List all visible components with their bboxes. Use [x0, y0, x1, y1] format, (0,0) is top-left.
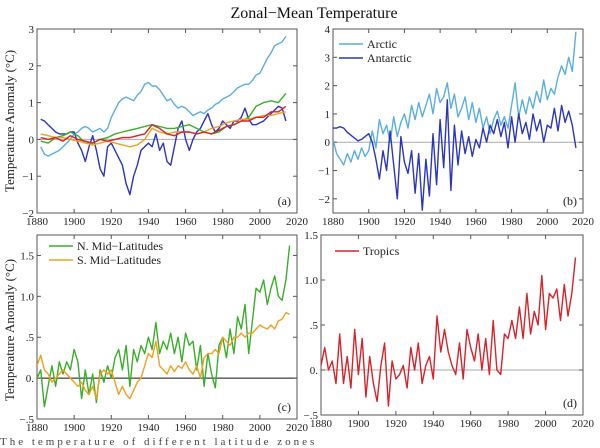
y-tick-label: −2: [318, 194, 330, 206]
y-tick-label: −1: [318, 166, 330, 178]
x-tick-label: 1920: [100, 422, 123, 434]
x-tick-label: 1920: [385, 418, 408, 430]
legend-label: N. Mid−Latitudes: [77, 239, 163, 253]
panel-b: 1880 1900 1920 1940 1960 1980 2000 2020 −2 −1 0 1 2 3…: [318, 24, 594, 228]
y-tick-label: 1.5: [304, 230, 318, 242]
panel-c: 1880 1900 1920 1940 1960 1980 2000 2020 −.5 0. .5 1…: [20, 234, 309, 434]
legend-label: Tropics: [363, 244, 400, 258]
y-tick-label: 1: [29, 98, 35, 110]
x-tick-label: 1960: [465, 216, 488, 228]
x-tick-label: 2020: [286, 422, 309, 434]
x-tick-label: 2000: [249, 422, 272, 434]
series-line-tropics: [40, 105, 287, 144]
series-line-antarctic: [333, 99, 577, 211]
x-tick-label: 1960: [460, 418, 483, 430]
plot-frame: [320, 234, 584, 416]
x-tick-label: 1980: [497, 418, 520, 430]
y-tick-label: 2: [325, 81, 331, 93]
y-tick-label: 4: [325, 24, 331, 36]
x-tick-label: 2020: [572, 418, 595, 430]
plot-frame: [332, 28, 584, 214]
legend-label: S. Mid−Latitudes: [77, 253, 161, 267]
x-tick-label: 1880: [26, 216, 49, 228]
y-tick-label: −.5: [304, 410, 319, 422]
panel-label: (d): [563, 396, 577, 410]
x-tick-label: 1940: [137, 422, 160, 434]
x-tick-label: 1900: [63, 216, 86, 228]
x-tick-label: 2020: [572, 216, 595, 228]
y-tick-label: 1: [325, 109, 331, 121]
panel-label: (b): [563, 194, 577, 208]
x-tick-label: 1980: [212, 422, 235, 434]
series-line-arctic: [333, 31, 577, 166]
x-tick-label: 1960: [175, 216, 198, 228]
legend-label: Arctic: [367, 37, 397, 51]
y-tick-label: 0: [29, 134, 35, 146]
caption-fragment: The temperature of different latitude zo…: [0, 436, 318, 448]
series-line-n-mid-latitudes: [37, 245, 291, 408]
x-tick-label: 2000: [249, 216, 272, 228]
series-line-arctic: [40, 36, 287, 157]
y-tick-label: 1.0: [304, 275, 318, 287]
x-tick-label: 2000: [535, 418, 558, 430]
y-tick-label: 0.: [26, 373, 35, 385]
x-tick-label: 1940: [429, 216, 452, 228]
series-line-s-mid-latitudes: [37, 312, 290, 400]
x-tick-label: 2020: [286, 216, 309, 228]
plot-frame: [36, 28, 298, 214]
x-tick-label: 1940: [422, 418, 445, 430]
y-tick-label: 3: [325, 52, 331, 64]
x-tick-label: 1920: [100, 216, 123, 228]
series-line-tropics: [321, 257, 577, 407]
y-tick-label: 2: [29, 61, 35, 73]
y-axis-label-bottom: Temperature Anomaly (°C): [2, 259, 17, 401]
x-tick-label: 1960: [175, 422, 198, 434]
y-tick-label: 0.: [310, 365, 319, 377]
panel-label: (c): [278, 400, 291, 414]
x-tick-label: 1900: [347, 418, 370, 430]
panel-a: 1880 1900 1920 1940 1960 1980 2000 2020 −2 −1 0 1 2 3…: [22, 24, 308, 228]
legend-label: Antarctic: [367, 51, 412, 65]
x-tick-label: 1900: [63, 422, 86, 434]
x-tick-label: 1880: [26, 422, 49, 434]
x-tick-label: 1980: [501, 216, 524, 228]
x-tick-label: 1880: [322, 216, 345, 228]
y-tick-label: .5: [26, 332, 35, 344]
x-tick-label: 1980: [212, 216, 235, 228]
y-tick-label: 3: [29, 24, 35, 36]
plot-frame: [36, 234, 298, 420]
panel-d: 1880 1900 1920 1940 1960 1980 2000 2020 −.5 0. .5 1…: [304, 230, 595, 430]
y-tick-label: −1: [22, 171, 34, 183]
x-tick-label: 2000: [536, 216, 559, 228]
y-tick-label: −.5: [20, 414, 35, 426]
y-tick-label: .5: [310, 320, 319, 332]
x-tick-label: 1920: [393, 216, 416, 228]
y-tick-label: 1.0: [20, 291, 34, 303]
series-line-s-mid-latitudes: [40, 111, 287, 148]
y-tick-label: 0: [325, 137, 331, 149]
series-line-antarctic: [40, 105, 287, 196]
panel-label: (a): [278, 194, 291, 208]
y-axis-label-top: Temperature Anomaly (°C): [2, 50, 17, 192]
x-tick-label: 1880: [310, 418, 333, 430]
x-tick-label: 1900: [358, 216, 381, 228]
x-tick-label: 1940: [137, 216, 160, 228]
y-tick-label: 1.5: [20, 250, 34, 262]
y-tick-label: −2: [22, 208, 34, 220]
figure-title: Zonal−Mean Temperature: [230, 5, 397, 22]
